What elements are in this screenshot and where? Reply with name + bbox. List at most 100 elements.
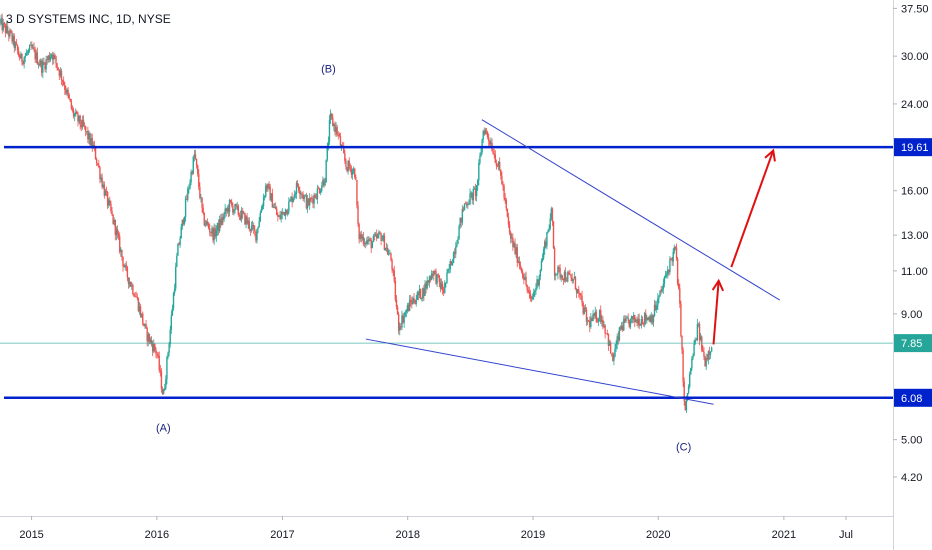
candle-body <box>151 343 154 352</box>
candle-body <box>171 308 174 316</box>
candle-body <box>161 388 164 395</box>
candle-body <box>378 232 380 236</box>
candle-body <box>678 283 680 289</box>
candle-body <box>553 248 556 276</box>
candle-body <box>693 343 695 356</box>
candle-body <box>520 267 523 273</box>
candle-body <box>498 161 501 170</box>
time-tick-label: 2021 <box>772 529 796 541</box>
candle-body <box>177 243 179 256</box>
candle-body <box>511 237 513 239</box>
price-axis[interactable]: 37.50 30.00 24.00 16.00 13.00 11.00 9.00 5.00 4.… <box>893 3 932 484</box>
candle-body <box>365 243 367 245</box>
candle-body <box>198 173 200 187</box>
candle-body <box>637 318 639 323</box>
candle-body <box>150 339 153 344</box>
candle-body <box>139 306 142 317</box>
candle-body <box>658 296 660 299</box>
candle-body <box>656 305 658 310</box>
candle-body <box>206 221 209 225</box>
candle-body <box>142 313 144 324</box>
candle-body <box>245 216 247 225</box>
candle-body <box>313 194 315 204</box>
candle-body <box>346 167 348 172</box>
candle-body <box>590 318 592 327</box>
candle-body <box>109 200 111 204</box>
candle-body <box>671 258 673 262</box>
candle-body <box>347 160 349 172</box>
candle-body <box>417 292 420 296</box>
candle-body <box>579 292 581 296</box>
candle-body <box>680 303 682 336</box>
candle-body <box>682 349 684 382</box>
candle-body <box>556 274 558 276</box>
candle-body <box>22 61 24 65</box>
candle-body <box>586 320 589 322</box>
candle-body <box>205 221 208 225</box>
candle-body <box>183 216 186 224</box>
candle-body <box>17 50 20 56</box>
candle-body <box>13 35 15 48</box>
candle-body <box>563 271 566 281</box>
candle-body <box>428 276 431 283</box>
candle-body <box>256 228 258 241</box>
candle-body <box>544 241 546 250</box>
candle-body <box>547 230 549 233</box>
candle-body <box>533 292 535 297</box>
candle-body <box>80 124 82 128</box>
candle-body <box>276 209 278 216</box>
projection-arrow-2 <box>730 150 775 268</box>
candle-body <box>335 127 337 133</box>
time-tick-label: 2018 <box>395 529 419 541</box>
candle-body <box>704 356 706 367</box>
candle-body <box>416 292 419 300</box>
candle-body <box>675 247 678 259</box>
candle-body <box>190 171 192 183</box>
candle-body <box>608 342 611 346</box>
candle-body <box>646 318 648 321</box>
candle-body <box>298 186 300 191</box>
candle-body <box>71 108 74 110</box>
candle-body <box>668 269 670 273</box>
candle-body <box>165 379 167 389</box>
projection-arrow-1 <box>712 280 720 345</box>
candle-body <box>691 358 693 369</box>
candle-body <box>66 89 68 94</box>
candle-body <box>412 298 414 305</box>
candle-body <box>270 193 272 201</box>
annotations-layer: (A) (B) (C) <box>156 63 691 453</box>
time-axis[interactable]: 2015 2016 2017 2018 2019 2020 2021 Jul <box>19 516 853 541</box>
candle-body <box>492 150 494 154</box>
candle-body <box>639 325 641 327</box>
candle-body <box>201 197 203 208</box>
candle-body <box>158 355 160 371</box>
candle-body <box>451 262 454 266</box>
candle-body <box>463 203 466 210</box>
candle-body <box>279 215 281 219</box>
candle-body <box>43 62 45 64</box>
candle-body <box>191 171 193 174</box>
candle-body <box>618 327 621 341</box>
candle-body <box>481 139 483 153</box>
candle-body <box>661 288 663 292</box>
candle-body <box>429 276 432 280</box>
candle-body <box>493 153 495 155</box>
candle-body <box>147 333 149 342</box>
trend-line-1 <box>481 119 781 301</box>
candle-body <box>281 211 283 215</box>
price-label-value: 6.08 <box>901 393 922 405</box>
candle-body <box>231 201 233 206</box>
candle-body <box>519 265 522 268</box>
candle-body <box>432 273 434 276</box>
candle-body <box>591 318 593 321</box>
candle-body <box>31 44 33 48</box>
candle-body <box>448 268 450 270</box>
candle-body <box>649 316 651 323</box>
candle-body <box>91 138 93 148</box>
price-tick-label: 9.00 <box>901 309 922 321</box>
candle-body <box>257 227 259 229</box>
candle-body <box>244 212 246 225</box>
candle-body <box>309 198 311 206</box>
price-tick-label: 16.00 <box>901 186 929 198</box>
